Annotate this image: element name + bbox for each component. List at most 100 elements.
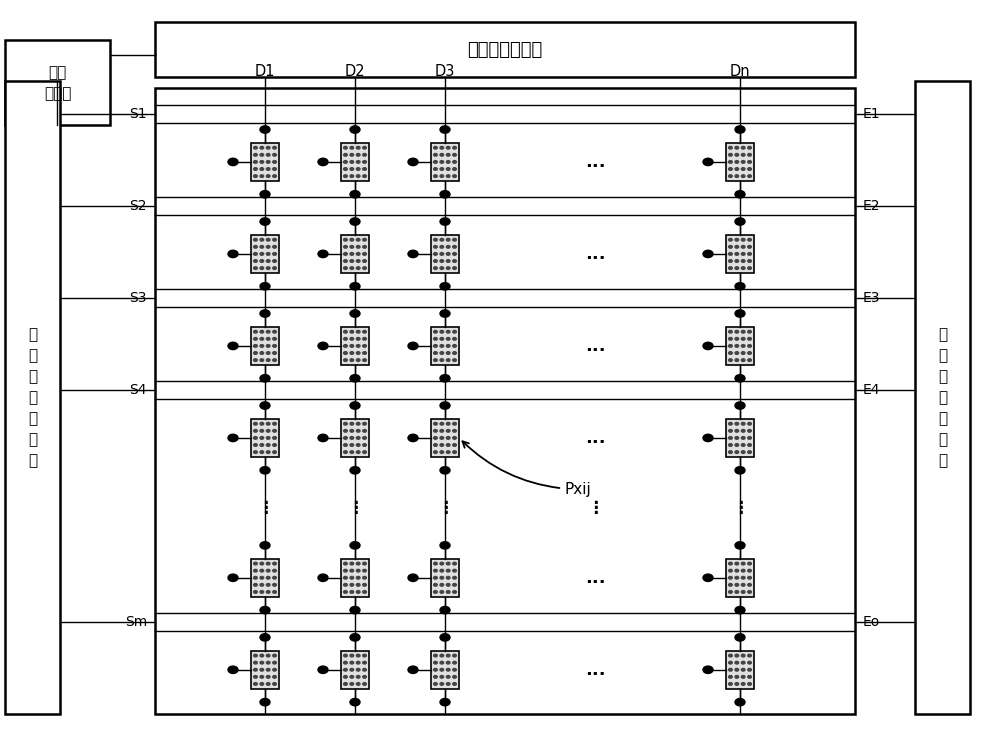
Circle shape — [729, 160, 732, 163]
Circle shape — [741, 562, 745, 565]
Circle shape — [356, 436, 360, 439]
Circle shape — [254, 260, 257, 262]
Circle shape — [453, 352, 456, 354]
Circle shape — [434, 570, 437, 572]
Circle shape — [703, 574, 713, 581]
Circle shape — [453, 662, 456, 664]
Bar — [251, 235, 279, 273]
Circle shape — [741, 570, 745, 572]
Circle shape — [748, 146, 751, 149]
Text: D3: D3 — [435, 64, 455, 79]
Circle shape — [453, 154, 456, 156]
Circle shape — [356, 576, 360, 579]
Circle shape — [254, 450, 257, 453]
Circle shape — [254, 146, 257, 149]
Circle shape — [344, 344, 347, 347]
Circle shape — [748, 430, 751, 432]
Circle shape — [735, 422, 739, 425]
Circle shape — [350, 436, 354, 439]
Circle shape — [254, 444, 257, 446]
Text: 数据信号驱动器: 数据信号驱动器 — [467, 40, 543, 59]
Circle shape — [434, 246, 437, 248]
Circle shape — [748, 330, 751, 333]
Circle shape — [434, 330, 437, 333]
Circle shape — [260, 330, 264, 333]
Circle shape — [446, 668, 450, 671]
Circle shape — [273, 352, 276, 354]
Circle shape — [748, 422, 751, 425]
Text: Pxij: Pxij — [462, 442, 592, 497]
Circle shape — [350, 676, 354, 678]
Circle shape — [254, 352, 257, 354]
Circle shape — [350, 310, 360, 317]
Circle shape — [254, 668, 257, 671]
Circle shape — [741, 160, 745, 163]
Circle shape — [266, 590, 270, 593]
Circle shape — [446, 562, 450, 565]
Circle shape — [266, 252, 270, 255]
Bar — [915, 81, 970, 714]
Circle shape — [748, 352, 751, 354]
Circle shape — [266, 352, 270, 354]
Circle shape — [440, 450, 444, 453]
Bar — [251, 419, 279, 457]
Circle shape — [350, 698, 360, 706]
Circle shape — [344, 154, 347, 156]
Circle shape — [350, 450, 354, 453]
Circle shape — [434, 260, 437, 262]
Circle shape — [318, 158, 328, 166]
Circle shape — [434, 450, 437, 453]
Circle shape — [266, 168, 270, 170]
Circle shape — [741, 450, 745, 453]
Circle shape — [748, 174, 751, 177]
Circle shape — [363, 266, 366, 269]
Text: E3: E3 — [863, 291, 881, 305]
Circle shape — [440, 146, 444, 149]
Circle shape — [741, 154, 745, 156]
Circle shape — [741, 430, 745, 432]
Circle shape — [741, 344, 745, 347]
Bar — [431, 559, 459, 597]
Circle shape — [735, 436, 739, 439]
Circle shape — [266, 662, 270, 664]
Circle shape — [440, 283, 450, 290]
Circle shape — [318, 434, 328, 442]
Circle shape — [729, 154, 732, 156]
Circle shape — [446, 174, 450, 177]
Circle shape — [356, 654, 360, 657]
Circle shape — [741, 260, 745, 262]
Circle shape — [741, 422, 745, 425]
Circle shape — [434, 576, 437, 579]
Circle shape — [356, 570, 360, 572]
Circle shape — [254, 252, 257, 255]
Circle shape — [266, 430, 270, 432]
Circle shape — [434, 352, 437, 354]
Text: ⋮: ⋮ — [437, 499, 453, 517]
Circle shape — [344, 246, 347, 248]
Circle shape — [748, 654, 751, 657]
Circle shape — [254, 154, 257, 156]
Circle shape — [735, 542, 745, 549]
Circle shape — [446, 252, 450, 255]
Circle shape — [446, 654, 450, 657]
Circle shape — [350, 352, 354, 354]
Circle shape — [363, 570, 366, 572]
Circle shape — [273, 668, 276, 671]
Circle shape — [363, 246, 366, 248]
Circle shape — [748, 562, 751, 565]
Circle shape — [741, 662, 745, 664]
Circle shape — [446, 450, 450, 453]
Circle shape — [440, 338, 444, 340]
Circle shape — [318, 666, 328, 673]
Circle shape — [440, 584, 444, 586]
Circle shape — [260, 676, 264, 678]
Circle shape — [344, 584, 347, 586]
Circle shape — [260, 402, 270, 409]
Circle shape — [363, 654, 366, 657]
Circle shape — [350, 191, 360, 198]
Circle shape — [273, 450, 276, 453]
Circle shape — [254, 562, 257, 565]
Circle shape — [273, 576, 276, 579]
Circle shape — [434, 154, 437, 156]
Circle shape — [741, 654, 745, 657]
